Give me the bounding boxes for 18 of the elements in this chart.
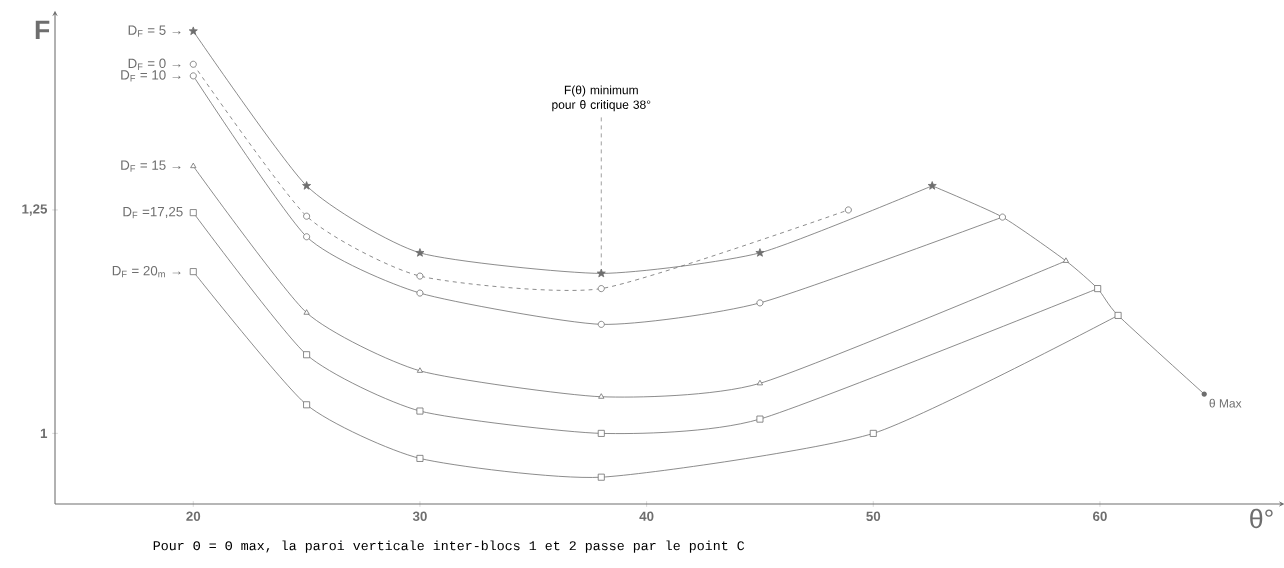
y-tick-label: 1,25 [22,204,48,216]
x-tick-label: 60 [1093,511,1107,521]
series-label: D$_{F}$ = 15 → [121,160,181,172]
x-tick-label: 40 [639,511,654,521]
x-tick-label: 50 [866,511,881,521]
annotation: F(θ) minimum pour θ critique 38° [552,85,651,112]
series-label: D$_{F}$ =17,25 [123,206,183,219]
series-label: D$_{F}$ = 10 → [121,70,181,82]
text: Pour Θ = Θ max, la paroi verticale inter-blocs 1 et 2 passe par le point C [153,540,745,553]
series-label: D$_{F}$ = 20$_{m}$ → [112,265,181,278]
x-tick-label: 30 [412,511,427,522]
annotation: θ Max [1209,398,1242,408]
series-label: D$_{F}$ = 0 → [128,58,181,70]
series-label: D$_{F}$ = 5 → [128,25,181,37]
y-tick-label: 1 [40,428,48,438]
y-axis-title: F [35,20,50,40]
x-axis-title: θ° [1250,508,1273,529]
x-tick-label: 20 [186,511,201,521]
